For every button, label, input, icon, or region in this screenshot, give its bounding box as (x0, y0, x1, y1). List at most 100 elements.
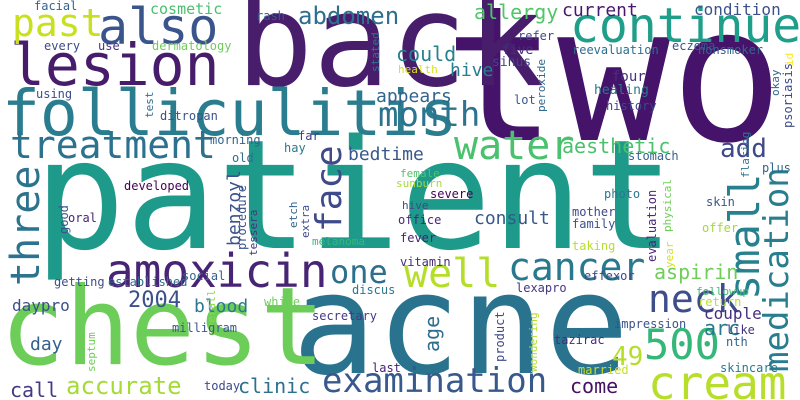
word-last: last (372, 361, 401, 375)
word-morning: morning (210, 133, 261, 147)
word-treatment: treatment (10, 123, 216, 167)
word-cream: cream (648, 356, 787, 400)
word-history: history (606, 99, 657, 113)
word-return: return (698, 295, 742, 309)
word-healing: healing (594, 83, 649, 98)
word-photo: photo (604, 187, 641, 201)
word-impression: impression (614, 317, 687, 331)
word-female: female (400, 167, 440, 180)
word-rash: rash (256, 9, 285, 23)
word-old: old (232, 151, 254, 165)
word-back: back (236, 0, 545, 116)
word-dermatology: dermatology (152, 39, 232, 53)
word-skincare: skincare (720, 361, 778, 375)
word-chest: chest (0, 265, 326, 390)
word-past: past (12, 1, 104, 45)
word-eczema: eczema (672, 39, 716, 53)
word-peroxide: peroxide (535, 59, 548, 112)
word-consult: consult (474, 208, 550, 229)
word-bedtime: bedtime (348, 144, 424, 165)
word-plus: plus (762, 161, 791, 175)
word-taking: taking (572, 239, 616, 253)
word-cancer: cancer (508, 245, 646, 289)
word-developed: developed (124, 179, 190, 193)
word-septum: septum (85, 332, 98, 372)
word-2004: 2004 (128, 288, 181, 313)
word-office: office (398, 213, 442, 227)
word-well: well (404, 251, 501, 297)
word-face: face (309, 145, 350, 232)
word-oral: oral (68, 211, 97, 225)
word-cosmetic: cosmetic (150, 0, 223, 18)
word-melanoma: melanoma (312, 235, 365, 248)
word-hive: hive (450, 60, 494, 81)
word-white: white (264, 295, 301, 309)
word-three: three (3, 165, 49, 286)
word-okay: okay (769, 69, 782, 97)
word-etch: etch (287, 201, 300, 229)
word-followup: followup (696, 285, 749, 298)
word-facial: facial (34, 0, 78, 13)
word-aesthetic: aesthetic (562, 134, 671, 158)
word-married: married (578, 363, 629, 377)
word-family: family (572, 217, 616, 231)
word-discus: discus (352, 283, 396, 297)
word-also: also (98, 0, 219, 56)
word-established: established (108, 275, 188, 289)
word-like: like (726, 323, 755, 337)
word-extra: extra (299, 204, 312, 238)
word-severe: severe (430, 187, 474, 201)
word-current: current (562, 0, 638, 21)
word-two: two (444, 0, 784, 185)
word-nth: nth (726, 335, 748, 349)
word-offer: offer (702, 221, 739, 235)
word-neck: neck (648, 277, 740, 321)
word-social: social (182, 269, 226, 283)
word-five: five (502, 43, 534, 58)
word-lexapro: lexapro (516, 281, 567, 295)
word-vitamin: vitamin (400, 255, 451, 269)
word-accurate: accurate (66, 372, 182, 400)
word-flaring: flaring (739, 131, 752, 178)
word-call: call (10, 378, 59, 400)
word-hive-2: hive (402, 199, 429, 212)
word-come: come (570, 374, 619, 398)
word-stomach: stomach (628, 149, 679, 163)
word-500: 500 (644, 320, 720, 369)
word-could: could (396, 42, 457, 66)
word-amoxicin: amoxicin (106, 244, 328, 298)
word-stated: stated (369, 32, 382, 72)
word-far: far (298, 129, 320, 143)
word-nonsmoker: nonsmoker (698, 43, 764, 57)
word-age: age (420, 315, 444, 352)
word-medication: medication (757, 167, 797, 372)
word-day: day (30, 334, 63, 355)
word-add: add (720, 134, 767, 164)
word-year: year (663, 241, 676, 269)
word-effexor: effexor (584, 269, 635, 283)
word-refer: refer (518, 29, 555, 43)
word-appears: appears (376, 86, 452, 107)
word-product: product (493, 311, 507, 362)
word-couple: couple (704, 304, 762, 323)
word-four: four (612, 69, 646, 85)
word-acne: acne (292, 244, 630, 400)
word-continue: continue (570, 0, 800, 54)
word-mother: mother (572, 205, 616, 219)
word-skin: skin (706, 195, 735, 209)
word-reevaluation: reevaluation (572, 43, 659, 57)
word-secretary: secretary (312, 309, 378, 323)
word-fever: fever (400, 231, 437, 245)
word-sinus: sinus (492, 55, 532, 70)
word-tazirac: tazirac (554, 333, 605, 347)
word-test: test (143, 91, 156, 119)
word-arc: arc (704, 316, 741, 340)
word-abdomen: abdomen (298, 2, 400, 30)
word-clinic: clinic (238, 374, 311, 398)
word-getting: getting (54, 275, 105, 289)
word-lot: lot (514, 93, 536, 107)
word-milligram: milligram (172, 321, 238, 335)
word-tessera: tessera (247, 209, 260, 256)
word-water: water (454, 123, 575, 169)
